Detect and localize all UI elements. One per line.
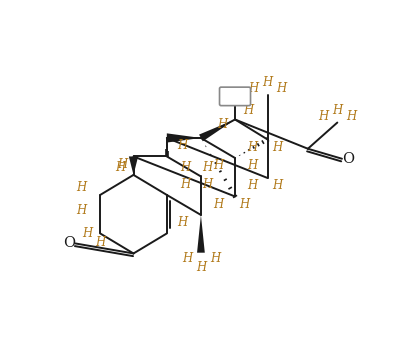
Text: H: H: [177, 139, 188, 152]
Text: H: H: [213, 159, 223, 172]
Text: H: H: [95, 236, 106, 249]
Text: H: H: [218, 118, 228, 131]
Text: H: H: [272, 141, 282, 154]
Text: H: H: [247, 179, 257, 192]
Text: H: H: [117, 158, 127, 171]
Text: H: H: [177, 216, 188, 229]
Text: H: H: [346, 110, 357, 123]
Text: H: H: [180, 178, 191, 191]
Text: H: H: [247, 159, 257, 172]
Text: H: H: [202, 161, 212, 174]
Text: H: H: [76, 181, 87, 194]
FancyBboxPatch shape: [219, 87, 251, 105]
Text: H: H: [180, 161, 191, 174]
Text: H: H: [247, 141, 257, 154]
Polygon shape: [129, 156, 138, 175]
Text: H: H: [115, 161, 126, 175]
Text: AbS: AbS: [223, 90, 247, 103]
Text: H: H: [249, 82, 259, 95]
Polygon shape: [197, 215, 205, 253]
Text: H: H: [262, 76, 273, 89]
Text: H: H: [243, 104, 253, 117]
Text: H: H: [210, 252, 220, 264]
Text: H: H: [239, 198, 249, 211]
Text: H: H: [213, 198, 223, 211]
Text: H: H: [196, 261, 206, 274]
Text: H: H: [276, 82, 286, 95]
Text: H: H: [202, 178, 212, 191]
Text: H: H: [182, 252, 192, 264]
Text: H: H: [83, 227, 93, 240]
Text: H: H: [76, 204, 87, 217]
Polygon shape: [199, 120, 235, 141]
Text: H: H: [332, 104, 342, 117]
Text: H: H: [272, 179, 282, 192]
Text: O: O: [63, 236, 75, 250]
Polygon shape: [167, 133, 201, 143]
Text: H: H: [318, 110, 329, 123]
Text: O: O: [342, 152, 354, 166]
